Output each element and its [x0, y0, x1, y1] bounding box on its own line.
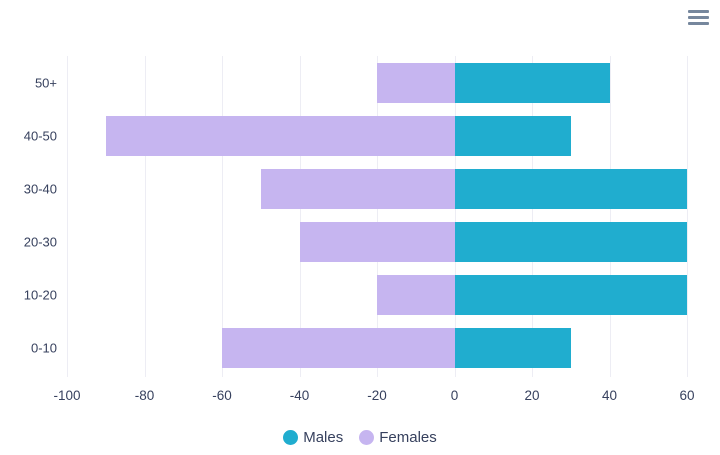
gridline	[609, 56, 611, 377]
y-axis-category-label: 40-50	[23, 128, 57, 144]
gridline	[299, 56, 301, 377]
x-axis-tick-label: -80	[134, 388, 155, 403]
bar-males-40-50[interactable]	[454, 115, 571, 156]
x-axis-tick-label: 40	[601, 388, 618, 403]
gridline	[454, 56, 456, 377]
hamburger-line	[688, 16, 709, 19]
bar-males-10-20[interactable]	[454, 275, 687, 316]
y-axis-category-label: 30-40	[23, 181, 57, 197]
bar-males-30-40[interactable]	[454, 168, 687, 209]
x-axis-tick-label: -20	[367, 388, 387, 403]
y-axis-category-label: 50+	[34, 75, 57, 91]
gridline	[67, 56, 68, 377]
legend-label-females: Females	[379, 429, 437, 446]
gridline	[532, 56, 533, 377]
males-legend-dot-icon	[283, 430, 299, 445]
bar-females-10-20[interactable]	[377, 275, 455, 316]
x-axis-tick-label: -40	[289, 388, 310, 403]
x-axis-tick-label: 20	[524, 388, 540, 403]
bar-females-40-50[interactable]	[105, 115, 455, 156]
gridline	[144, 56, 146, 377]
bar-males-0-10[interactable]	[454, 328, 571, 369]
gridline	[377, 56, 378, 377]
gridline	[687, 56, 688, 377]
bar-males-20-30[interactable]	[454, 222, 687, 263]
bar-females-50+[interactable]	[377, 62, 455, 103]
legend-label-males: Males	[303, 429, 344, 446]
bar-females-30-40[interactable]	[260, 168, 455, 209]
x-axis-tick-label: 0	[450, 388, 459, 403]
females-legend-dot-icon	[359, 430, 375, 445]
bar-males-50+[interactable]	[454, 62, 610, 103]
plot-area: -100 -80 -60 -40 -20 0 20 40 60	[53, 56, 695, 403]
hamburger-menu-icon[interactable]	[688, 10, 709, 25]
y-axis: 50+ 40-50 30-40 20-30 10-20 0-10	[0, 56, 58, 375]
x-axis-tick-label: -100	[53, 388, 81, 403]
y-axis-category-label: 10-20	[23, 287, 57, 303]
x-axis-tick-label: -60	[212, 388, 232, 403]
hamburger-line	[688, 22, 709, 25]
hamburger-line	[688, 10, 709, 13]
legend: Males Females	[0, 429, 720, 446]
gridline	[222, 56, 223, 377]
bar-females-0-10[interactable]	[222, 328, 455, 369]
legend-item-females[interactable]: Females	[359, 429, 437, 446]
y-axis-category-label: 20-30	[23, 234, 57, 250]
x-axis-tick-label: 60	[679, 388, 695, 403]
y-axis-category-label: 0-10	[30, 340, 57, 356]
legend-item-males[interactable]: Males	[283, 429, 343, 446]
bar-females-20-30[interactable]	[299, 222, 455, 263]
